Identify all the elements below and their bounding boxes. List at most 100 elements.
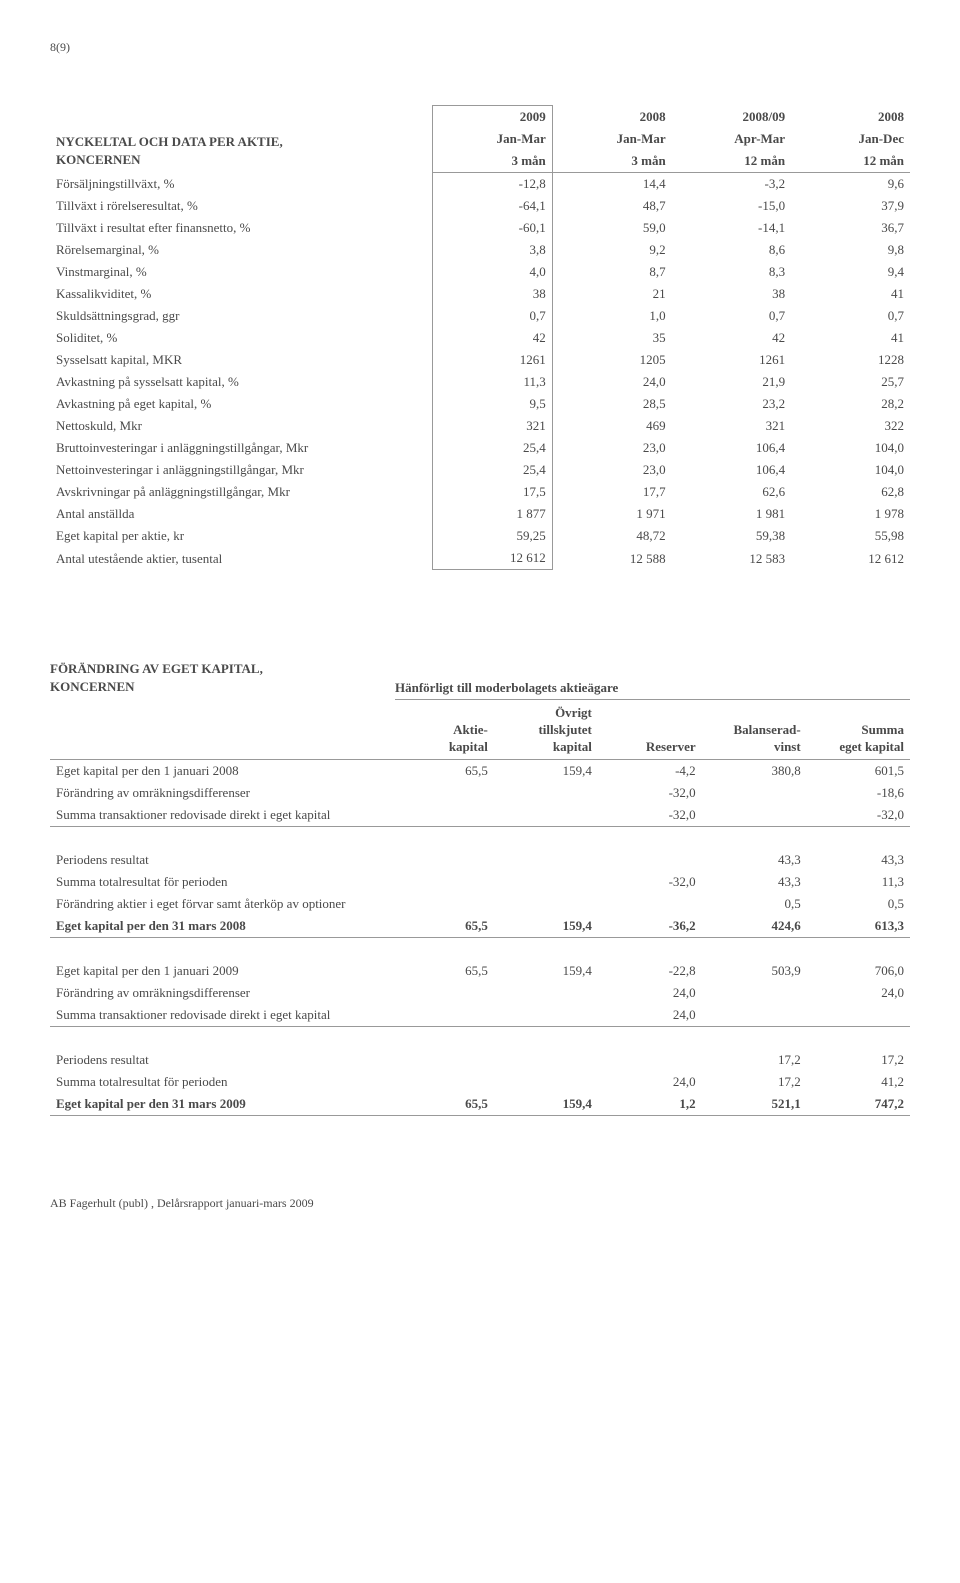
spacer-row bbox=[50, 1027, 910, 1050]
table-row: Skuldsättningsgrad, ggr0,71,00,70,7 bbox=[50, 305, 910, 327]
t1-h2-l1: 2008/09 bbox=[672, 106, 791, 129]
cell-value: 65,5 bbox=[391, 960, 494, 982]
cell-value bbox=[391, 1071, 494, 1093]
cell-value: -32,0 bbox=[598, 871, 702, 893]
cell-value: 12 588 bbox=[552, 547, 671, 570]
cell-value bbox=[391, 804, 494, 827]
row-label: Summa totalresultat för perioden bbox=[50, 1071, 391, 1093]
cell-value: 43,3 bbox=[702, 849, 807, 871]
cell-value: 747,2 bbox=[807, 1093, 910, 1116]
cell-value: 1 981 bbox=[672, 503, 791, 525]
cell-value: 23,0 bbox=[552, 437, 671, 459]
cell-value: 104,0 bbox=[791, 437, 910, 459]
cell-value: -32,0 bbox=[598, 782, 702, 804]
row-label: Summa totalresultat för perioden bbox=[50, 871, 391, 893]
page-number: 8(9) bbox=[50, 40, 910, 55]
cell-value: 17,7 bbox=[552, 481, 671, 503]
col-header: Summaeget kapital bbox=[807, 702, 910, 759]
row-label: Soliditet, % bbox=[50, 327, 432, 349]
row-label: Avkastning på sysselsatt kapital, % bbox=[50, 371, 432, 393]
table-row: Periodens resultat17,217,2 bbox=[50, 1049, 910, 1071]
cell-value: 59,38 bbox=[672, 525, 791, 547]
table-row: Nettoskuld, Mkr321469321322 bbox=[50, 415, 910, 437]
table-row: Avskrivningar på anläggningstillgångar, … bbox=[50, 481, 910, 503]
cell-value: 1261 bbox=[432, 349, 552, 371]
cell-value: 12 612 bbox=[791, 547, 910, 570]
cell-value: -18,6 bbox=[807, 782, 910, 804]
cell-value: -15,0 bbox=[672, 195, 791, 217]
t2-title-l2: KONCERNEN bbox=[50, 679, 135, 694]
cell-value: 3,8 bbox=[432, 239, 552, 261]
table1-title: NYCKELTAL OCH DATA PER AKTIE, KONCERNEN bbox=[50, 106, 432, 173]
cell-value: 706,0 bbox=[807, 960, 910, 982]
cell-value: 12 612 bbox=[432, 547, 552, 570]
row-label: Eget kapital per aktie, kr bbox=[50, 525, 432, 547]
cell-value: 106,4 bbox=[672, 459, 791, 481]
cell-value: 24,0 bbox=[807, 982, 910, 1004]
cell-value: 9,4 bbox=[791, 261, 910, 283]
table-row: Eget kapital per den 1 januari 200865,51… bbox=[50, 760, 910, 783]
cell-value: 48,72 bbox=[552, 525, 671, 547]
t1-h3-l3: 12 mån bbox=[791, 150, 910, 173]
table-row: Förändring av omräkningsdifferenser -32,0… bbox=[50, 782, 910, 804]
cell-value: 1,2 bbox=[598, 1093, 702, 1116]
cell-value: 1 978 bbox=[791, 503, 910, 525]
cell-value: 601,5 bbox=[807, 760, 910, 783]
row-label: Förändring av omräkningsdifferenser bbox=[50, 982, 391, 1004]
cell-value: 25,4 bbox=[432, 459, 552, 481]
cell-value: 469 bbox=[552, 415, 671, 437]
row-label: Nettoskuld, Mkr bbox=[50, 415, 432, 437]
table-row: Eget kapital per den 31 mars 200865,5159… bbox=[50, 915, 910, 938]
cell-value: 65,5 bbox=[391, 760, 494, 783]
cell-value: 9,6 bbox=[791, 173, 910, 196]
cell-value: -3,2 bbox=[672, 173, 791, 196]
row-label: Summa transaktioner redovisade direkt i … bbox=[50, 1004, 391, 1027]
cell-value: 25,7 bbox=[791, 371, 910, 393]
row-label: Försäljningstillväxt, % bbox=[50, 173, 432, 196]
spacer-row bbox=[50, 938, 910, 961]
table2-caption: Hänförligt till moderbolagets aktieägare bbox=[395, 680, 910, 700]
row-label: Tillväxt i rörelseresultat, % bbox=[50, 195, 432, 217]
row-label: Antal utestående aktier, tusental bbox=[50, 547, 432, 570]
table-row: Rörelsemarginal, %3,89,28,69,8 bbox=[50, 239, 910, 261]
cell-value: 1 877 bbox=[432, 503, 552, 525]
cell-value: 322 bbox=[791, 415, 910, 437]
row-label: Periodens resultat bbox=[50, 849, 391, 871]
cell-value: 521,1 bbox=[702, 1093, 807, 1116]
t1-h1-l2: Jan-Mar bbox=[552, 128, 671, 150]
cell-value: 59,0 bbox=[552, 217, 671, 239]
table-row: Summa transaktioner redovisade direkt i … bbox=[50, 804, 910, 827]
footer-text: AB Fagerhult (publ) , Delårsrapport janu… bbox=[50, 1196, 910, 1211]
cell-value: 24,0 bbox=[552, 371, 671, 393]
cell-value bbox=[494, 893, 598, 915]
t1-h3-l2: Jan-Dec bbox=[791, 128, 910, 150]
cell-value: 24,0 bbox=[598, 1071, 702, 1093]
cell-value bbox=[598, 849, 702, 871]
cell-value: 9,5 bbox=[432, 393, 552, 415]
cell-value: 17,2 bbox=[807, 1049, 910, 1071]
row-label: Antal anställda bbox=[50, 503, 432, 525]
cell-value: 38 bbox=[672, 283, 791, 305]
row-label: Förändring av omräkningsdifferenser bbox=[50, 782, 391, 804]
cell-value: 59,25 bbox=[432, 525, 552, 547]
table-row: Sysselsatt kapital, MKR1261120512611228 bbox=[50, 349, 910, 371]
cell-value: 8,6 bbox=[672, 239, 791, 261]
cell-value: 25,4 bbox=[432, 437, 552, 459]
cell-value: 4,0 bbox=[432, 261, 552, 283]
row-label: Sysselsatt kapital, MKR bbox=[50, 349, 432, 371]
cell-value: 321 bbox=[672, 415, 791, 437]
cell-value: 42 bbox=[432, 327, 552, 349]
cell-value: 380,8 bbox=[702, 760, 807, 783]
cell-value: 43,3 bbox=[807, 849, 910, 871]
t1-h1-l3: 3 mån bbox=[552, 150, 671, 173]
cell-value: 12 583 bbox=[672, 547, 791, 570]
col-header: Övrigttillskjutetkapital bbox=[494, 702, 598, 759]
cell-value: 1228 bbox=[791, 349, 910, 371]
cell-value: -36,2 bbox=[598, 915, 702, 938]
cell-value: 0,7 bbox=[672, 305, 791, 327]
cell-value: 48,7 bbox=[552, 195, 671, 217]
cell-value bbox=[494, 782, 598, 804]
cell-value: 42 bbox=[672, 327, 791, 349]
cell-value: 21,9 bbox=[672, 371, 791, 393]
cell-value bbox=[598, 893, 702, 915]
